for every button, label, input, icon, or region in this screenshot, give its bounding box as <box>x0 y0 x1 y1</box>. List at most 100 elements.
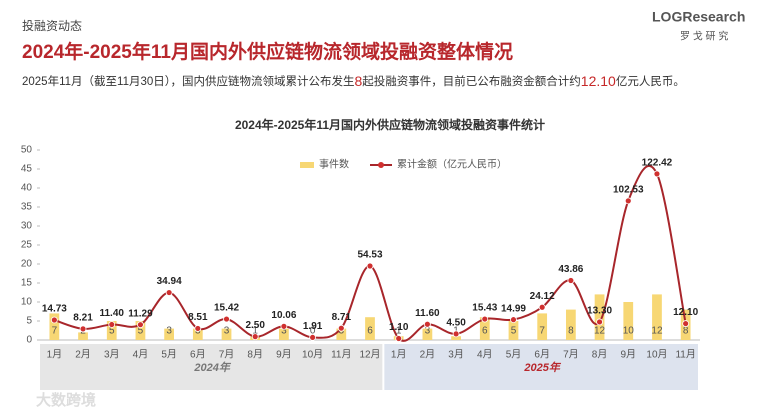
bar <box>365 317 375 340</box>
page-title: 2024年-2025年11月国内外供应链物流领域投融资整体情况 <box>22 40 513 63</box>
y-tick-label: 5 <box>26 316 32 327</box>
amount-point <box>682 320 690 327</box>
legend-label: 累计金额（亿元人民币） <box>397 158 507 171</box>
amount-point <box>251 333 259 341</box>
amount-label: 43.86 <box>558 264 583 275</box>
x-tick-label: 10月 <box>646 349 667 361</box>
amount-label: 24.12 <box>530 291 555 302</box>
bar-label: 1 <box>252 326 258 337</box>
watermark: 大数跨境 <box>36 391 96 409</box>
x-tick-label: 6月 <box>534 349 550 361</box>
x-tick-label: 9月 <box>620 349 636 361</box>
bar-label: 8 <box>568 326 574 337</box>
bar-label: 3 <box>166 326 172 337</box>
amount-label: 10.06 <box>271 310 296 321</box>
bar-label: 3 <box>425 326 431 337</box>
amount-label: 34.94 <box>157 276 182 287</box>
amount-label: 11.60 <box>415 308 440 319</box>
amount-point <box>395 335 403 342</box>
bar <box>623 302 634 340</box>
amount-point <box>481 315 489 323</box>
amount-point <box>423 320 431 328</box>
bar-label: 5 <box>511 326 517 337</box>
amount-label: 14.73 <box>42 304 67 315</box>
legend-swatch <box>378 162 384 168</box>
x-tick-label: 3月 <box>448 349 464 361</box>
x-tick-label: 5月 <box>506 349 522 361</box>
amount-point <box>510 316 517 324</box>
bar <box>594 294 605 340</box>
logo: LOGResearch <box>652 9 745 25</box>
x-tick-label: 4月 <box>133 349 149 361</box>
x-tick-label: 3月 <box>104 349 120 361</box>
bar-label: 8 <box>683 326 689 337</box>
y-tick-label: 50 <box>21 145 33 156</box>
bar-label: 10 <box>623 326 635 337</box>
amount-point <box>194 325 202 332</box>
amount-point <box>50 316 58 324</box>
group-band <box>40 344 383 390</box>
bar-label: 6 <box>367 326 373 337</box>
group-label: 2024年 <box>193 361 231 374</box>
x-tick-label: 1月 <box>391 349 407 361</box>
amount-label: 4.50 <box>446 318 466 329</box>
amount-point <box>653 170 661 178</box>
x-tick-label: 11月 <box>675 349 695 361</box>
y-tick-label: 40 <box>21 183 33 194</box>
bar-label: 7 <box>539 326 545 337</box>
summary-text: 亿元人民币。 <box>616 75 685 88</box>
amount-point <box>596 318 603 326</box>
x-tick-label: 4月 <box>477 349 493 361</box>
bar-label: 3 <box>224 326 230 337</box>
x-tick-label: 8月 <box>247 349 263 361</box>
bar <box>279 328 289 340</box>
y-tick-label: 45 <box>21 164 33 175</box>
y-tick-label: 20 <box>21 259 33 270</box>
amount-label: 15.42 <box>214 303 239 314</box>
y-tick-label: 15 <box>21 278 33 289</box>
summary-text: 起投融资事件，目前已公布融资金额合计约 <box>362 74 581 88</box>
bar <box>106 321 117 340</box>
x-tick-label: 9月 <box>276 349 292 361</box>
amount-point <box>452 330 460 338</box>
amount-label: 11.29 <box>128 308 153 319</box>
bar <box>192 328 203 340</box>
amount-label: 122.42 <box>642 157 673 168</box>
bar <box>135 321 146 340</box>
x-tick-label: 7月 <box>219 349 235 361</box>
bar-label: 0 <box>310 326 316 337</box>
bar-label: 12 <box>594 326 606 337</box>
y-tick-label: 0 <box>26 335 32 346</box>
legend-swatch <box>300 162 314 168</box>
amount-label: 54.53 <box>357 250 382 261</box>
amount-point <box>624 197 632 205</box>
summary-highlight: 12.10 <box>581 73 616 89</box>
section-label: 投融资动态 <box>22 18 82 33</box>
amount-point <box>165 289 173 296</box>
x-tick-label: 6月 <box>190 349 206 361</box>
amount-label: 8.21 <box>73 312 93 323</box>
amount-label: 1.91 <box>303 321 323 332</box>
bar-label: 7 <box>52 326 58 337</box>
bar <box>537 313 548 340</box>
x-tick-label: 10月 <box>302 349 323 361</box>
y-tick-label: 30 <box>21 221 33 232</box>
amount-point <box>337 324 345 332</box>
bar <box>49 313 60 340</box>
bar-label: 6 <box>482 326 488 337</box>
x-tick-label: 7月 <box>563 349 579 361</box>
amount-label: 8.71 <box>332 312 352 323</box>
summary: 2025年11月（截至11月30日），国内供应链物流领域累计公布发生8起投融资事… <box>22 73 685 89</box>
y-tick-label: 10 <box>21 297 33 308</box>
amount-point <box>137 321 144 329</box>
bar <box>565 309 576 340</box>
chart-title: 2024年-2025年11月国内外供应链物流领域投融资事件统计 <box>235 117 545 132</box>
amount-label: 11.40 <box>99 308 124 319</box>
bar-label: 3 <box>281 326 287 337</box>
summary-highlight: 8 <box>355 73 363 89</box>
x-tick-label: 2月 <box>75 349 91 361</box>
x-tick-label: 5月 <box>161 349 177 361</box>
amount-label: 14.99 <box>501 303 526 314</box>
